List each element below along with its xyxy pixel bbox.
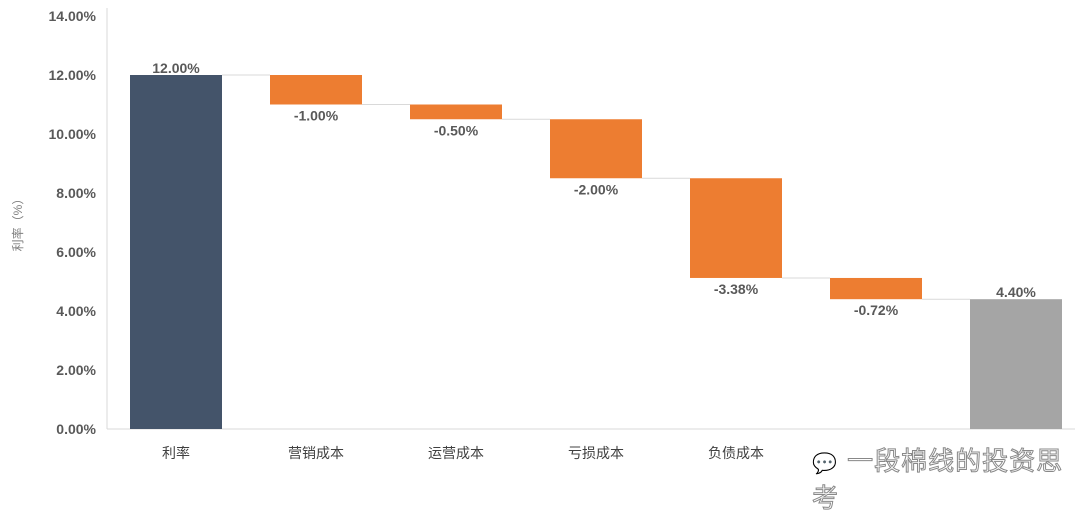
y-tick-label: 6.00%	[56, 244, 96, 260]
category-label: 利率	[162, 445, 190, 462]
data-label: -0.72%	[854, 302, 899, 318]
y-tick-label: 0.00%	[56, 421, 96, 437]
category-label: 营销成本	[288, 446, 344, 462]
bar-2	[410, 104, 502, 120]
bar-5	[830, 277, 922, 300]
y-tick-label: 10.00%	[49, 126, 97, 142]
data-label: -0.50%	[434, 122, 479, 138]
data-label: 12.00%	[152, 60, 200, 76]
category-label: 负债成本	[708, 446, 764, 462]
data-label: -3.38%	[714, 281, 759, 297]
y-tick-label: 4.00%	[56, 303, 96, 319]
y-axis-label: 利率（%）	[10, 193, 25, 252]
bar-3	[550, 119, 642, 179]
data-label: -2.00%	[574, 181, 619, 197]
data-label: 4.40%	[996, 284, 1036, 300]
y-tick-label: 14.00%	[49, 8, 97, 24]
watermark: 💬 一段棉线的投资思考	[811, 447, 1064, 515]
category-label: 运营成本	[428, 446, 484, 462]
bar-0	[130, 75, 222, 429]
category-label: 亏损成本	[568, 446, 624, 462]
bar-4	[690, 178, 782, 278]
y-tick-label: 12.00%	[49, 67, 97, 83]
wechat-icon: 💬	[812, 451, 838, 475]
bar-1	[270, 75, 362, 105]
y-tick-label: 8.00%	[56, 185, 96, 201]
data-label: -1.00%	[294, 108, 339, 124]
y-tick-label: 2.00%	[56, 362, 96, 378]
bar-6	[970, 299, 1062, 429]
